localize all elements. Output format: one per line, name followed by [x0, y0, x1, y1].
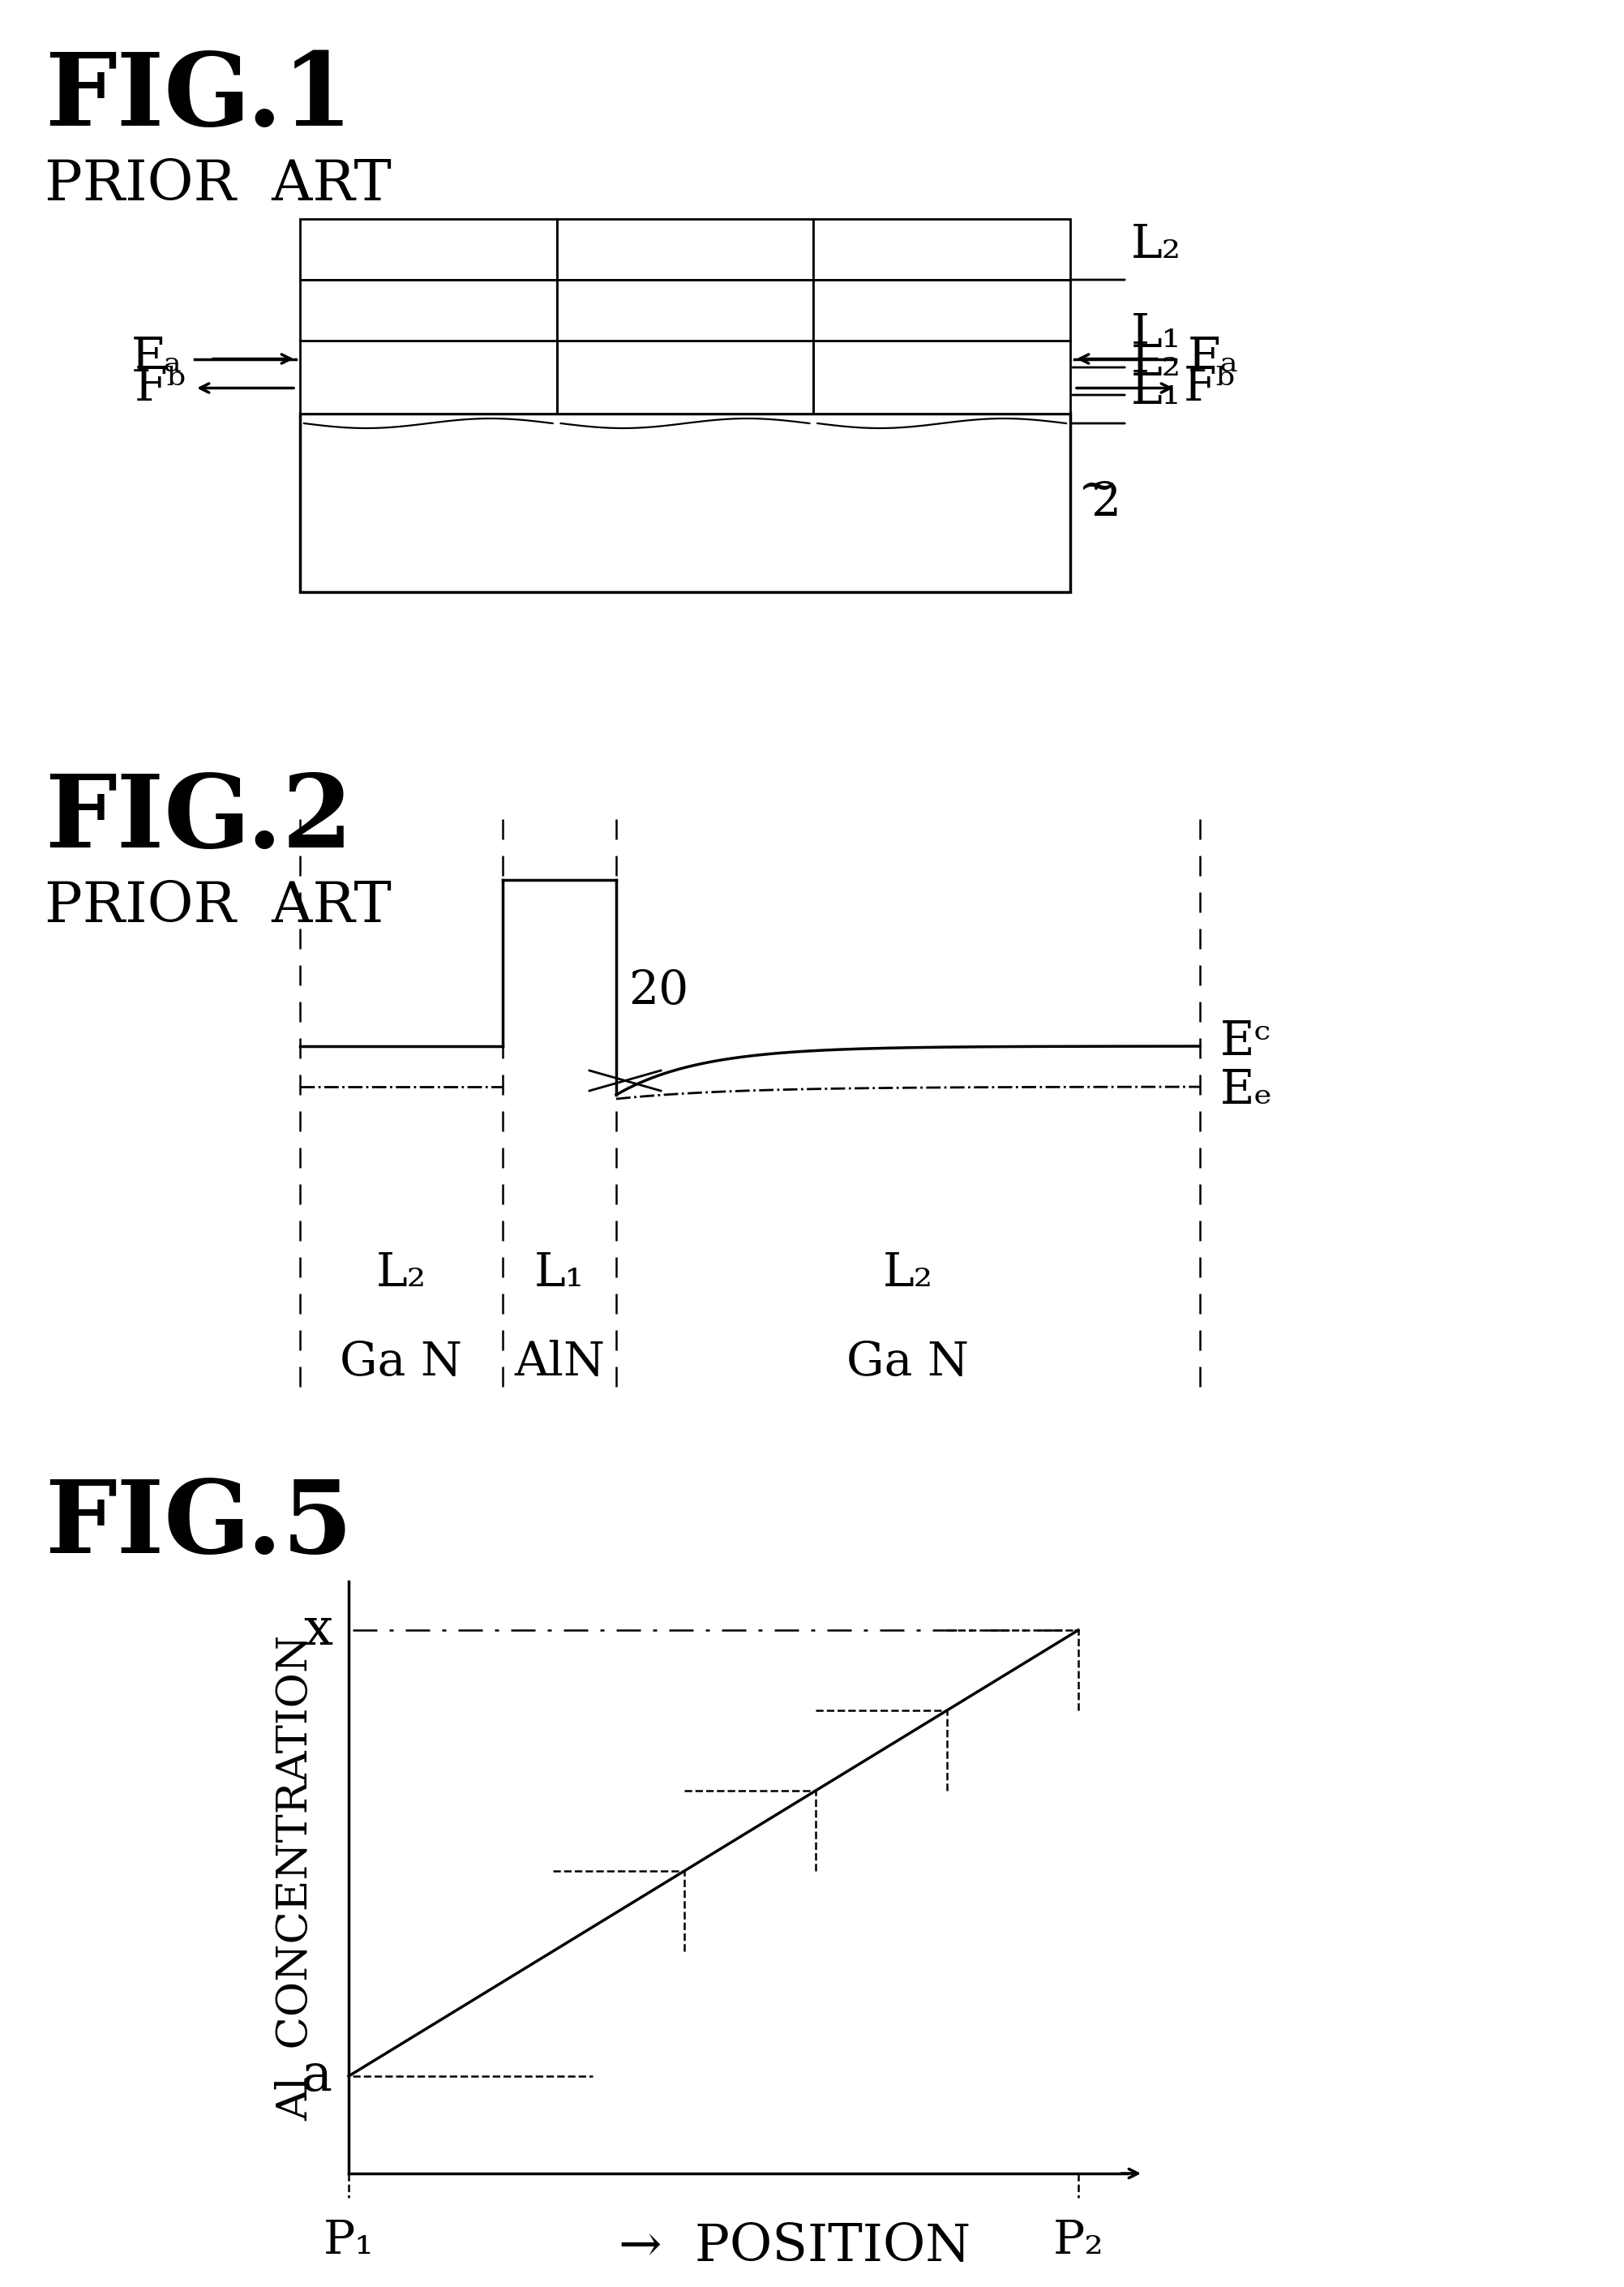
Text: 2: 2: [1090, 480, 1121, 526]
Text: L₁: L₁: [534, 1251, 585, 1297]
Text: Eᶜ: Eᶜ: [1220, 1020, 1272, 1066]
Text: x: x: [304, 1605, 333, 1656]
Text: L₂: L₂: [1130, 341, 1181, 384]
Bar: [300, 220, 557, 279]
Text: L₂: L₂: [883, 1251, 934, 1297]
Text: FIG.5: FIG.5: [44, 1475, 352, 1573]
Text: Ga N: Ga N: [846, 1340, 970, 1386]
Bar: [300, 341, 557, 414]
Bar: [557, 220, 814, 279]
Bar: [814, 220, 1070, 279]
Text: Fₐ: Fₐ: [1187, 336, 1239, 382]
Text: Fₐ: Fₐ: [132, 336, 182, 382]
Text: Fᵇ: Fᵇ: [1184, 366, 1236, 412]
Text: FIG.2: FIG.2: [44, 771, 352, 869]
Bar: [300, 279, 557, 341]
Text: AlN: AlN: [513, 1340, 604, 1386]
Bar: [557, 341, 814, 414]
Text: Fᵇ: Fᵇ: [135, 366, 187, 412]
Text: a: a: [302, 2051, 333, 2102]
Text: FIG.1: FIG.1: [44, 48, 352, 146]
Text: L₁: L₁: [1130, 368, 1181, 414]
Text: Al  CONCENTRATION: Al CONCENTRATION: [274, 1635, 317, 2120]
Bar: [300, 414, 1070, 592]
Text: ~: ~: [1078, 467, 1117, 510]
Bar: [814, 341, 1070, 414]
Text: Eₑ: Eₑ: [1220, 1068, 1273, 1114]
Text: L₂: L₂: [1130, 222, 1181, 268]
Text: P₁: P₁: [323, 2218, 374, 2264]
Text: L₂: L₂: [377, 1251, 427, 1297]
Text: L₁: L₁: [1130, 311, 1181, 357]
Text: Ga N: Ga N: [339, 1340, 463, 1386]
Bar: [814, 279, 1070, 341]
Text: P₂: P₂: [1052, 2218, 1104, 2264]
Text: 20: 20: [628, 967, 689, 1013]
Bar: [557, 279, 814, 341]
Text: →  POSITION: → POSITION: [619, 2221, 971, 2271]
Text: PRIOR  ART: PRIOR ART: [44, 158, 391, 213]
Text: PRIOR  ART: PRIOR ART: [44, 880, 391, 933]
